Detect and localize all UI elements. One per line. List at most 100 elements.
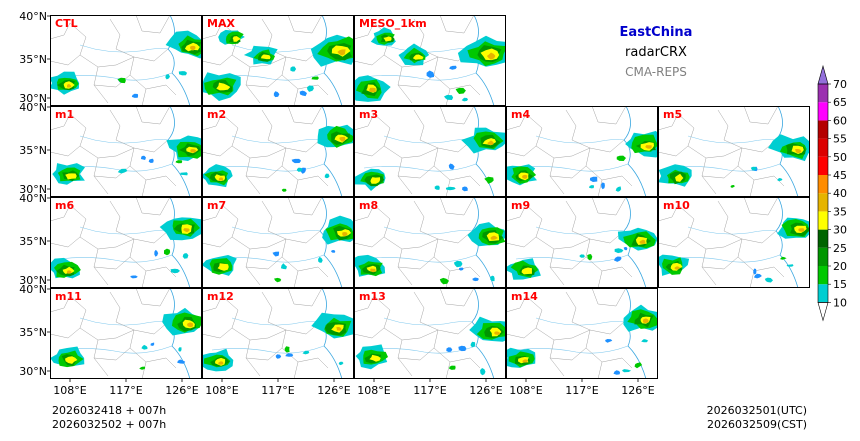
echo-cell bbox=[786, 264, 794, 267]
province-border bbox=[287, 15, 323, 34]
colorbar-segment bbox=[818, 247, 828, 266]
echo-cell bbox=[164, 248, 171, 256]
province-border bbox=[549, 165, 587, 179]
echo-cell bbox=[750, 166, 757, 171]
lat-tick-label: 35°N bbox=[19, 144, 47, 157]
lat-tick-label: 35°N bbox=[19, 326, 47, 339]
panel-frame bbox=[658, 106, 810, 197]
colorbar-segment bbox=[818, 211, 828, 230]
province-border bbox=[287, 197, 323, 216]
panel-label: m10 bbox=[663, 199, 690, 212]
province-border bbox=[506, 113, 527, 131]
province-border bbox=[249, 139, 321, 159]
lat-tick-label: 35°N bbox=[19, 53, 47, 66]
echo-cell bbox=[449, 365, 456, 370]
echo-cell bbox=[798, 228, 805, 232]
region-title: EastChina bbox=[620, 25, 693, 40]
province-border bbox=[245, 74, 283, 88]
province-border bbox=[50, 295, 71, 313]
coastline bbox=[167, 197, 191, 288]
province-border bbox=[506, 204, 527, 222]
province-border bbox=[373, 204, 413, 286]
province-border bbox=[297, 357, 329, 369]
echo-cell bbox=[150, 342, 155, 346]
province-border bbox=[658, 113, 679, 131]
panel-frame bbox=[202, 288, 354, 379]
province-border bbox=[50, 204, 71, 222]
panel-m9: m9 bbox=[506, 197, 658, 288]
panel-label: m1 bbox=[55, 108, 74, 121]
colorbar-level-label: 50 bbox=[833, 151, 847, 164]
lat-tick-label: 40°N bbox=[19, 101, 47, 114]
colorbar-level-label: 40 bbox=[833, 187, 847, 200]
echo-cell bbox=[434, 185, 440, 190]
panel-m6: m6 bbox=[50, 197, 202, 288]
coastline bbox=[167, 106, 191, 197]
province-border bbox=[449, 266, 481, 278]
province-border bbox=[297, 266, 329, 278]
river bbox=[515, 163, 629, 172]
echo-cell bbox=[67, 83, 72, 88]
province-border bbox=[397, 165, 435, 179]
axis-labels: 40°N35°N30°N40°N35°N30°N40°N35°N30°N40°N… bbox=[19, 10, 655, 397]
echo-cell bbox=[165, 74, 170, 80]
echo-cell bbox=[675, 173, 684, 182]
echo-cell bbox=[117, 77, 126, 84]
echo-cell bbox=[331, 250, 336, 253]
province-border bbox=[449, 175, 481, 187]
echo-cell bbox=[148, 158, 154, 163]
panel-grid: CTL MAX MESO_1km m1 m2 m3 m4 m5 m6 m7 m8 m9 m10 m11 m1… bbox=[50, 15, 810, 379]
province-border bbox=[69, 113, 109, 195]
panel-label: m7 bbox=[207, 199, 226, 212]
echo-cell bbox=[484, 176, 494, 184]
echo-cell bbox=[615, 186, 622, 192]
echo-cell bbox=[65, 173, 77, 180]
echo-cell bbox=[486, 52, 496, 60]
echo-cell bbox=[426, 70, 434, 78]
province-border bbox=[249, 48, 321, 68]
echo-cell bbox=[218, 361, 224, 365]
echo-cell bbox=[178, 71, 188, 76]
province-border bbox=[354, 295, 375, 313]
province-border bbox=[401, 230, 473, 250]
province-border bbox=[145, 357, 177, 369]
province-border bbox=[69, 22, 109, 104]
echo-cell bbox=[65, 356, 78, 364]
province-border bbox=[50, 327, 81, 339]
river bbox=[211, 345, 325, 354]
river bbox=[231, 317, 321, 326]
province-border bbox=[202, 113, 223, 131]
panel-label: m3 bbox=[359, 108, 378, 121]
echo-cell bbox=[639, 239, 646, 244]
echo-cell bbox=[490, 275, 495, 282]
echo-cell bbox=[178, 347, 182, 352]
echo-cell bbox=[601, 182, 605, 190]
panel-frame bbox=[658, 197, 810, 288]
echo-cell bbox=[764, 277, 773, 283]
river bbox=[667, 163, 781, 172]
province-border bbox=[525, 204, 565, 286]
river bbox=[383, 317, 473, 326]
echo-cell bbox=[777, 178, 783, 182]
province-border bbox=[743, 197, 779, 216]
province-border bbox=[221, 204, 261, 286]
echo-cell bbox=[218, 177, 224, 181]
echo-cell bbox=[446, 347, 453, 352]
product-title: radarCRX bbox=[625, 45, 687, 60]
echo-cell bbox=[587, 254, 593, 260]
province-border bbox=[506, 295, 527, 313]
province-border bbox=[753, 175, 785, 187]
echo-cell bbox=[217, 263, 229, 271]
province-border bbox=[506, 236, 537, 248]
lat-tick-label: 35°N bbox=[19, 235, 47, 248]
province-border bbox=[397, 74, 435, 88]
colorbar-level-label: 45 bbox=[833, 169, 847, 182]
river bbox=[363, 163, 477, 172]
echo-cell bbox=[190, 149, 197, 153]
province-border bbox=[601, 266, 633, 278]
panel-m4: m4 bbox=[506, 106, 658, 197]
echo-cell bbox=[216, 82, 231, 91]
colorbar-level-label: 20 bbox=[833, 260, 847, 273]
colorbar: 10 15 20 25 30 35 40 45 50 55 60 65 70 bbox=[817, 64, 847, 322]
